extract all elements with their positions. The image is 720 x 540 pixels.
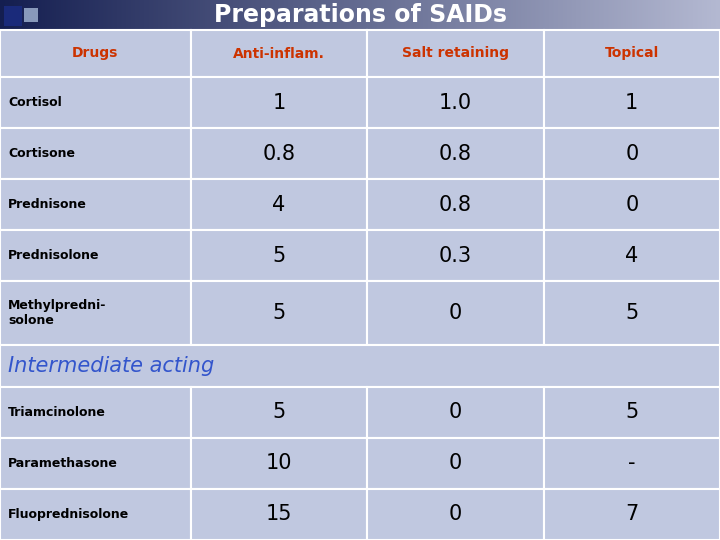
Bar — [544, 30, 720, 77]
Text: 5: 5 — [272, 402, 286, 422]
Bar — [0, 30, 191, 77]
Bar — [191, 230, 367, 281]
Bar — [544, 179, 720, 230]
Bar — [0, 77, 191, 128]
Bar — [367, 387, 544, 437]
Text: Drugs: Drugs — [72, 46, 119, 60]
Text: 15: 15 — [266, 504, 292, 524]
Text: 0.8: 0.8 — [263, 144, 295, 164]
Bar — [191, 30, 367, 77]
Text: 4: 4 — [625, 246, 639, 266]
Text: -: - — [628, 453, 636, 473]
Text: 0.8: 0.8 — [439, 144, 472, 164]
Text: 10: 10 — [266, 453, 292, 473]
Text: 5: 5 — [625, 303, 639, 323]
Bar — [191, 387, 367, 437]
Bar — [191, 437, 367, 489]
Bar — [191, 77, 367, 128]
Text: Salt retaining: Salt retaining — [402, 46, 509, 60]
Text: Intermediate acting: Intermediate acting — [8, 356, 215, 376]
Text: 0.8: 0.8 — [439, 195, 472, 215]
Text: Prednisone: Prednisone — [8, 198, 87, 211]
Bar — [0, 345, 720, 387]
Bar — [544, 77, 720, 128]
Text: 0.3: 0.3 — [438, 246, 472, 266]
Text: Preparations of SAIDs: Preparations of SAIDs — [214, 3, 506, 27]
Text: Prednisolone: Prednisolone — [8, 249, 99, 262]
Bar — [367, 179, 544, 230]
Text: 5: 5 — [625, 402, 639, 422]
Bar — [367, 281, 544, 345]
Bar — [544, 230, 720, 281]
Bar — [191, 128, 367, 179]
Bar — [544, 489, 720, 540]
Bar — [0, 128, 191, 179]
Bar — [544, 437, 720, 489]
Text: 0: 0 — [625, 195, 639, 215]
Text: 5: 5 — [272, 303, 286, 323]
Bar — [367, 30, 544, 77]
Text: 7: 7 — [625, 504, 639, 524]
Bar — [191, 281, 367, 345]
Bar — [0, 387, 191, 437]
Bar — [367, 77, 544, 128]
Bar — [24, 8, 38, 22]
Text: Cortisone: Cortisone — [8, 147, 75, 160]
Bar — [191, 489, 367, 540]
Text: 0: 0 — [449, 504, 462, 524]
Bar — [544, 281, 720, 345]
Text: Paramethasone: Paramethasone — [8, 457, 118, 470]
Text: 0: 0 — [449, 402, 462, 422]
Bar — [4, 6, 22, 26]
Bar — [0, 179, 191, 230]
Text: 1.0: 1.0 — [438, 92, 472, 112]
Text: Methylpredni-
solone: Methylpredni- solone — [8, 299, 107, 327]
Text: Fluoprednisolone: Fluoprednisolone — [8, 508, 130, 521]
Bar — [367, 230, 544, 281]
Bar — [191, 179, 367, 230]
Bar — [0, 437, 191, 489]
Bar — [0, 489, 191, 540]
Text: 1: 1 — [625, 92, 639, 112]
Bar — [367, 489, 544, 540]
Bar — [0, 281, 191, 345]
Text: Cortisol: Cortisol — [8, 96, 62, 109]
Bar — [544, 387, 720, 437]
Text: 0: 0 — [449, 453, 462, 473]
Text: 4: 4 — [272, 195, 286, 215]
Text: 5: 5 — [272, 246, 286, 266]
Bar — [367, 437, 544, 489]
Bar — [367, 128, 544, 179]
Text: Topical: Topical — [605, 46, 659, 60]
Bar — [0, 230, 191, 281]
Text: 0: 0 — [625, 144, 639, 164]
Bar — [544, 128, 720, 179]
Text: Anti-inflam.: Anti-inflam. — [233, 46, 325, 60]
Text: 0: 0 — [449, 303, 462, 323]
Text: Triamcinolone: Triamcinolone — [8, 406, 106, 419]
Text: 1: 1 — [272, 92, 286, 112]
